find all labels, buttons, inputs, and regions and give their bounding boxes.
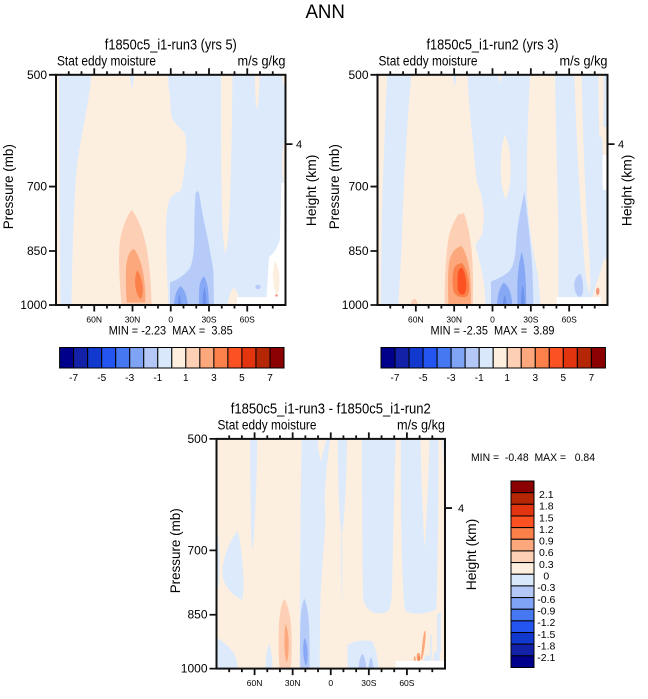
svg-text:Stat eddy moisture: Stat eddy moisture <box>379 53 478 68</box>
svg-text:7: 7 <box>589 373 595 384</box>
svg-text:1000: 1000 <box>342 298 369 312</box>
svg-text:0.3: 0.3 <box>539 559 554 571</box>
svg-text:3: 3 <box>211 373 217 384</box>
svg-text:-3: -3 <box>125 373 134 384</box>
svg-text:Pressure (mb): Pressure (mb) <box>327 144 342 229</box>
svg-text:m/s g/kg: m/s g/kg <box>238 53 286 68</box>
svg-text:-0.3: -0.3 <box>537 582 555 594</box>
svg-text:0.9: 0.9 <box>539 536 554 548</box>
svg-text:30S: 30S <box>523 315 538 325</box>
svg-text:2.1: 2.1 <box>539 489 554 501</box>
svg-text:500: 500 <box>348 68 368 82</box>
svg-text:-2.1: -2.1 <box>537 652 555 664</box>
svg-text:60N: 60N <box>408 315 424 325</box>
svg-text:-1.5: -1.5 <box>537 629 555 641</box>
svg-text:60S: 60S <box>562 315 577 325</box>
svg-text:700: 700 <box>348 180 368 194</box>
svg-text:Height (km): Height (km) <box>304 155 319 227</box>
svg-text:1000: 1000 <box>181 662 208 676</box>
svg-text:Pressure (mb): Pressure (mb) <box>168 508 183 593</box>
svg-text:MIN = -2.23 MAX = 3.85: MIN = -2.23 MAX = 3.85 <box>109 325 233 337</box>
svg-text:0.6: 0.6 <box>539 547 554 559</box>
svg-text:30N: 30N <box>446 315 462 325</box>
svg-text:f1850c5_i1-run3 (yrs 5): f1850c5_i1-run3 (yrs 5) <box>105 36 237 53</box>
svg-text:500: 500 <box>187 432 207 446</box>
svg-text:60S: 60S <box>399 678 414 688</box>
svg-text:f1850c5_i1-run2 (yrs 3): f1850c5_i1-run2 (yrs 3) <box>427 36 559 53</box>
svg-text:500: 500 <box>27 68 47 82</box>
svg-text:m/s g/kg: m/s g/kg <box>560 53 608 68</box>
svg-text:1: 1 <box>504 373 510 384</box>
svg-text:1.2: 1.2 <box>539 524 554 536</box>
svg-text:1000: 1000 <box>20 298 47 312</box>
svg-text:Stat eddy moisture: Stat eddy moisture <box>57 53 156 68</box>
svg-text:Stat eddy moisture: Stat eddy moisture <box>218 418 317 433</box>
svg-text:60N: 60N <box>86 315 102 325</box>
svg-text:700: 700 <box>187 543 207 557</box>
svg-text:7: 7 <box>267 373 273 384</box>
svg-text:1.5: 1.5 <box>539 512 554 524</box>
svg-text:-7: -7 <box>69 373 78 384</box>
svg-text:MIN = -2.35 MAX = 3.89: MIN = -2.35 MAX = 3.89 <box>431 325 555 337</box>
svg-text:-3: -3 <box>447 373 456 384</box>
svg-text:60N: 60N <box>247 678 263 688</box>
svg-text:-1: -1 <box>475 373 484 384</box>
svg-text:-1.2: -1.2 <box>537 617 555 629</box>
svg-text:4: 4 <box>296 139 302 151</box>
svg-text:0: 0 <box>328 678 333 688</box>
svg-text:1: 1 <box>183 373 189 384</box>
svg-text:1.8: 1.8 <box>539 501 554 513</box>
svg-text:ANN: ANN <box>305 2 345 23</box>
svg-text:-0.6: -0.6 <box>537 594 555 606</box>
svg-text:850: 850 <box>187 608 207 622</box>
svg-text:-7: -7 <box>391 373 400 384</box>
svg-text:-1: -1 <box>153 373 162 384</box>
svg-text:5: 5 <box>239 373 245 384</box>
svg-text:60S: 60S <box>240 315 255 325</box>
svg-text:850: 850 <box>27 244 47 258</box>
svg-text:4: 4 <box>618 139 624 151</box>
svg-text:0: 0 <box>543 571 549 583</box>
svg-text:Height (km): Height (km) <box>620 155 635 227</box>
svg-text:MIN = -0.48 MAX = 0.84: MIN = -0.48 MAX = 0.84 <box>471 452 595 464</box>
svg-text:30S: 30S <box>201 315 216 325</box>
svg-text:3: 3 <box>533 373 539 384</box>
svg-text:5: 5 <box>561 373 567 384</box>
svg-text:850: 850 <box>348 244 368 258</box>
svg-text:-1.8: -1.8 <box>537 640 555 652</box>
svg-text:f1850c5_i1-run3 - f1850c5_i1-r: f1850c5_i1-run3 - f1850c5_i1-run2 <box>231 401 431 418</box>
svg-text:m/s g/kg: m/s g/kg <box>397 418 445 433</box>
svg-text:30N: 30N <box>125 315 141 325</box>
svg-text:0: 0 <box>168 315 173 325</box>
svg-text:Height (km): Height (km) <box>464 519 479 591</box>
svg-text:Pressure (mb): Pressure (mb) <box>1 144 16 229</box>
svg-text:0: 0 <box>490 315 495 325</box>
svg-text:-0.9: -0.9 <box>537 606 555 618</box>
svg-text:30N: 30N <box>285 678 301 688</box>
svg-text:-5: -5 <box>97 373 106 384</box>
svg-text:-5: -5 <box>419 373 428 384</box>
svg-text:700: 700 <box>27 180 47 194</box>
svg-text:4: 4 <box>458 503 464 515</box>
svg-text:30S: 30S <box>361 678 376 688</box>
